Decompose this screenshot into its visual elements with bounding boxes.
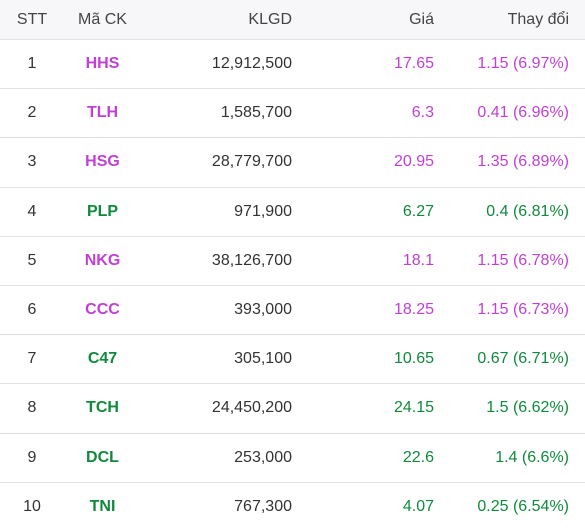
row-change: 0.4 (6.81%) (486, 202, 569, 220)
row-change: 1.5 (6.62%) (486, 399, 569, 417)
header-gia[interactable]: Giá (409, 10, 434, 28)
row-klgd: 253,000 (234, 448, 292, 466)
row-stt: 8 (27, 399, 37, 417)
row-change: 1.15 (6.78%) (477, 251, 569, 269)
row-stt: 2 (27, 104, 37, 122)
row-klgd: 767,300 (234, 498, 292, 516)
row-ticker-link[interactable]: TNI (89, 498, 116, 516)
header-thay-doi[interactable]: Thay đổi (507, 10, 569, 28)
table-row[interactable]: 7 C47 305,100 10.65 0.67 (6.71%) (0, 335, 585, 385)
row-change: 1.15 (6.73%) (477, 301, 569, 319)
table-row[interactable]: 5 NKG 38,126,700 18.1 1.15 (6.78%) (0, 237, 585, 286)
row-ticker-link[interactable]: TLH (86, 104, 119, 122)
row-klgd: 971,900 (234, 202, 292, 220)
header-stt: STT (16, 10, 48, 28)
row-ticker-link[interactable]: HSG (85, 153, 120, 171)
row-change: 0.67 (6.71%) (477, 350, 569, 368)
row-change: 0.25 (6.54%) (477, 498, 569, 516)
row-change: 0.41 (6.96%) (477, 104, 569, 122)
row-price: 22.6 (402, 448, 434, 466)
row-price: 18.25 (393, 301, 434, 319)
row-price: 6.27 (402, 202, 434, 220)
row-price: 10.65 (393, 350, 434, 368)
row-price: 4.07 (402, 498, 434, 516)
row-klgd: 24,450,200 (211, 399, 292, 417)
row-klgd: 38,126,700 (211, 251, 292, 269)
table-header: STT Mã CK KLGD Giá Thay đổi (0, 0, 585, 40)
row-klgd: 12,912,500 (211, 55, 292, 73)
row-stt: 3 (27, 153, 37, 171)
row-stt: 6 (27, 301, 37, 319)
row-stt: 1 (27, 55, 37, 73)
row-change: 1.35 (6.89%) (477, 153, 569, 171)
row-ticker-link[interactable]: C47 (87, 350, 118, 368)
table-row[interactable]: 2 TLH 1,585,700 6.3 0.41 (6.96%) (0, 89, 585, 139)
row-price: 20.95 (393, 153, 434, 171)
row-ticker-link[interactable]: TCH (86, 399, 119, 417)
table-row[interactable]: 10 TNI 767,300 4.07 0.25 (6.54%) (0, 483, 585, 532)
row-klgd: 393,000 (234, 301, 292, 319)
table-body: 1 HHS 12,912,500 17.65 1.15 (6.97%) 2 TLH 1,585… (0, 40, 585, 532)
row-change: 1.15 (6.97%) (477, 55, 569, 73)
table-row[interactable]: 3 HSG 28,779,700 20.95 1.35 (6.89%) (0, 138, 585, 188)
table-row[interactable]: 4 PLP 971,900 6.27 0.4 (6.81%) (0, 188, 585, 237)
table-row[interactable]: 9 DCL 253,000 22.6 1.4 (6.6%) (0, 434, 585, 483)
table-row[interactable]: 6 CCC 393,000 18.25 1.15 (6.73%) (0, 286, 585, 336)
row-klgd: 1,585,700 (220, 104, 292, 122)
table-row[interactable]: 1 HHS 12,912,500 17.65 1.15 (6.97%) (0, 40, 585, 90)
row-klgd: 28,779,700 (211, 153, 292, 171)
row-stt: 7 (27, 350, 37, 368)
header-ma-ck[interactable]: Mã CK (78, 10, 127, 28)
row-ticker-link[interactable]: CCC (85, 301, 120, 319)
row-price: 18.1 (402, 251, 434, 269)
row-stt: 9 (27, 448, 37, 466)
row-ticker-link[interactable]: HHS (85, 55, 120, 73)
row-stt: 10 (23, 498, 41, 516)
header-klgd[interactable]: KLGD (248, 10, 292, 28)
row-ticker-link[interactable]: NKG (84, 251, 121, 269)
row-price: 17.65 (393, 55, 434, 73)
row-stt: 5 (27, 251, 37, 269)
row-change: 1.4 (6.6%) (495, 448, 569, 466)
table-row[interactable]: 8 TCH 24,450,200 24.15 1.5 (6.62%) (0, 384, 585, 434)
row-ticker-link[interactable]: PLP (86, 202, 119, 220)
row-ticker-link[interactable]: DCL (86, 448, 119, 466)
row-klgd: 305,100 (234, 350, 292, 368)
row-stt: 4 (27, 202, 37, 220)
row-price: 24.15 (393, 399, 434, 417)
row-price: 6.3 (411, 104, 434, 122)
